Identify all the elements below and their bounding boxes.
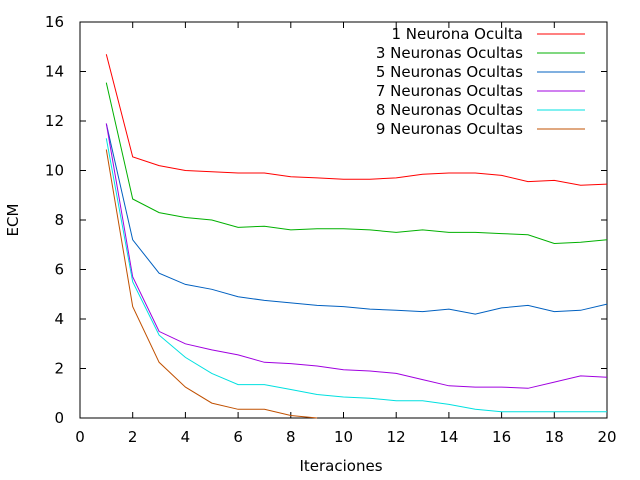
x-tick-label: 10 [334, 428, 353, 446]
y-tick-label: 6 [54, 261, 64, 279]
y-tick-label: 0 [54, 409, 64, 427]
plot-frame [79, 21, 608, 419]
y-tick-label: 4 [54, 310, 64, 328]
y-tick-label: 14 [45, 63, 64, 81]
axis-tick-labels: 0 2 4 6 8 10 12 14 16 18 20 0 2 4 6 8 10 12 14 16 [45, 13, 617, 446]
x-tick-label: 18 [545, 428, 564, 446]
series-line-1 [105, 54, 608, 186]
legend-label: 3 Neuronas Ocultas [376, 44, 523, 62]
x-tick-label: 16 [492, 428, 511, 446]
series-lines [105, 54, 608, 419]
y-tick-label: 16 [45, 13, 64, 31]
y-tick-label: 2 [54, 360, 64, 378]
x-tick-label: 8 [286, 428, 296, 446]
legend-label: 7 Neuronas Ocultas [376, 82, 523, 100]
legend-label: 9 Neuronas Ocultas [376, 120, 523, 138]
x-tick-label: 14 [439, 428, 458, 446]
x-tick-label: 2 [128, 428, 138, 446]
x-tick-label: 20 [597, 428, 616, 446]
legend-label: 5 Neuronas Ocultas [376, 63, 523, 81]
y-tick-label: 10 [45, 162, 64, 180]
series-line-2 [105, 82, 608, 245]
legend-label: 1 Neurona Oculta [391, 25, 523, 43]
series-line-3 [105, 123, 608, 315]
y-tick-label: 12 [45, 112, 64, 130]
x-tick-label: 12 [387, 428, 406, 446]
series-line-4 [105, 123, 608, 389]
series-line-6 [105, 149, 318, 419]
y-axis-label: ECM [4, 204, 22, 237]
legend-label: 8 Neuronas Ocultas [376, 101, 523, 119]
x-tick-label: 6 [233, 428, 243, 446]
x-tick-label: 4 [181, 428, 191, 446]
x-tick-label: 0 [75, 428, 85, 446]
y-tick-label: 8 [54, 211, 64, 229]
x-axis-label: Iteraciones [299, 457, 382, 475]
axis-ticks [79, 21, 608, 419]
series-line-5 [105, 138, 607, 413]
